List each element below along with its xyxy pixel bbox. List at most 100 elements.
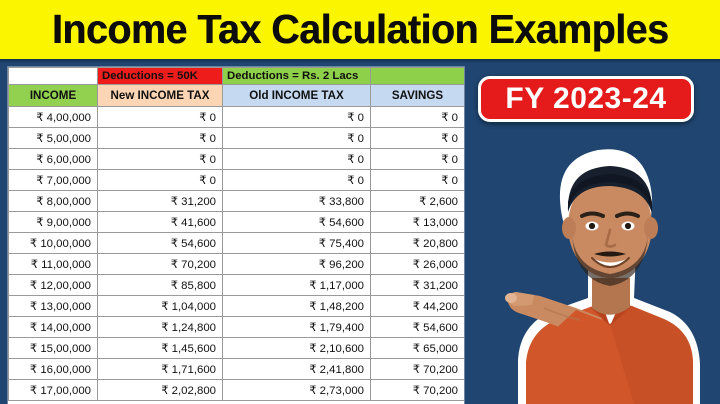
cell-new_tax: ₹ 2,02,800: [97, 379, 223, 401]
page-title: Income Tax Calculation Examples: [51, 6, 669, 52]
banner-shadow: [0, 59, 720, 63]
column-header-income: INCOME: [8, 84, 98, 107]
presenter-mouth: [591, 257, 630, 268]
cell-income: ₹ 13,00,000: [8, 295, 98, 317]
presenter-cutout: [484, 128, 712, 404]
cell-new_tax: ₹ 0: [97, 148, 223, 170]
cell-old_tax: ₹ 2,41,800: [222, 358, 371, 380]
cell-old_tax: ₹ 1,48,200: [222, 295, 371, 317]
cell-income: ₹ 5,00,000: [8, 127, 98, 149]
cell-income: ₹ 16,00,000: [8, 358, 98, 380]
presenter-ear-left: [562, 217, 576, 239]
cell-new_tax: ₹ 1,24,800: [97, 316, 223, 338]
cell-savings: ₹ 2,600: [370, 190, 464, 212]
cell-savings: ₹ 44,200: [370, 295, 464, 317]
cell-savings: ₹ 13,000: [370, 211, 464, 233]
presenter-beard: [572, 236, 648, 286]
cell-old_tax: ₹ 96,200: [222, 253, 371, 275]
presenter-hand-shading: [543, 307, 581, 321]
cell-savings: ₹ 65,000: [370, 337, 464, 359]
table-row: ₹ 11,00,000 ₹ 70,200 ₹ 96,200 ₹ 26,000: [8, 253, 464, 275]
income-tax-table-panel: Deductions = 50K Deductions = Rs. 2 Lacs…: [8, 67, 464, 404]
cell-income: ₹ 8,00,000: [8, 190, 98, 212]
cell-old_tax: ₹ 0: [222, 106, 371, 128]
table-column-header-row: INCOME New INCOME TAX Old INCOME TAX SAV…: [8, 84, 464, 107]
table-row: ₹ 15,00,000 ₹ 1,45,600 ₹ 2,10,600 ₹ 65,000: [8, 337, 464, 359]
cell-old_tax: ₹ 0: [222, 169, 371, 191]
cell-savings: ₹ 54,600: [370, 316, 464, 338]
cell-new_tax: ₹ 0: [97, 127, 223, 149]
presenter-eyebrow-right: [615, 211, 640, 218]
table-row: ₹ 9,00,000 ₹ 41,600 ₹ 54,600 ₹ 13,000: [8, 211, 464, 233]
cell-new_tax: ₹ 31,200: [97, 190, 223, 212]
presenter-illustration: [505, 149, 700, 404]
group-header-new-regime: Deductions = 50K: [97, 67, 223, 85]
cell-new_tax: ₹ 0: [97, 106, 223, 128]
cell-old_tax: ₹ 1,79,400: [222, 316, 371, 338]
cell-old_tax: ₹ 1,17,000: [222, 274, 371, 296]
table-row: ₹ 17,00,000 ₹ 2,02,800 ₹ 2,73,000 ₹ 70,200: [8, 379, 464, 401]
cell-new_tax: ₹ 70,200: [97, 253, 223, 275]
cell-old_tax: ₹ 0: [222, 127, 371, 149]
column-header-savings: SAVINGS: [370, 84, 464, 107]
table-row: ₹ 6,00,000 ₹ 0 ₹ 0 ₹ 0: [8, 148, 464, 170]
cell-income: ₹ 4,00,000: [8, 106, 98, 128]
cell-income: ₹ 11,00,000: [8, 253, 98, 275]
fiscal-year-label: FY 2023-24: [505, 82, 667, 115]
cell-savings: ₹ 70,200: [370, 358, 464, 380]
presenter-neck: [592, 278, 630, 315]
cell-old_tax: ₹ 33,800: [222, 190, 371, 212]
table-row: ₹ 7,00,000 ₹ 0 ₹ 0 ₹ 0: [8, 169, 464, 191]
table-row: ₹ 13,00,000 ₹ 1,04,000 ₹ 1,48,200 ₹ 44,200: [8, 295, 464, 317]
title-banner: Income Tax Calculation Examples: [0, 0, 720, 59]
table-row: ₹ 16,00,000 ₹ 1,71,600 ₹ 2,41,800 ₹ 70,200: [8, 358, 464, 380]
cell-old_tax: ₹ 0: [222, 148, 371, 170]
column-header-new-tax: New INCOME TAX: [97, 84, 223, 107]
cell-old_tax: ₹ 54,600: [222, 211, 371, 233]
presenter-face: [568, 174, 652, 278]
cell-old_tax: ₹ 75,400: [222, 232, 371, 254]
cell-savings: ₹ 0: [370, 106, 464, 128]
column-header-old-tax: Old INCOME TAX: [222, 84, 371, 107]
table-group-header-row: Deductions = 50K Deductions = Rs. 2 Lacs: [8, 67, 464, 85]
cell-income: ₹ 12,00,000: [8, 274, 98, 296]
cell-savings: ₹ 31,200: [370, 274, 464, 296]
presenter-moustache: [594, 251, 626, 257]
cell-savings: ₹ 0: [370, 169, 464, 191]
presenter-shirt-shade: [610, 306, 693, 404]
cell-new_tax: ₹ 1,71,600: [97, 358, 223, 380]
cell-savings: ₹ 0: [370, 148, 464, 170]
table-row: ₹ 5,00,000 ₹ 0 ₹ 0 ₹ 0: [8, 127, 464, 149]
cell-new_tax: ₹ 1,45,600: [97, 337, 223, 359]
cell-income: ₹ 7,00,000: [8, 169, 98, 191]
fiscal-year-badge: FY 2023-24: [478, 76, 694, 122]
cell-new_tax: ₹ 1,04,000: [97, 295, 223, 317]
cell-income: ₹ 10,00,000: [8, 232, 98, 254]
table-body: ₹ 4,00,000 ₹ 0 ₹ 0 ₹ 0 ₹ 5,00,000 ₹ 0 ₹ 0 ₹ 0 ₹ …: [8, 106, 464, 401]
group-header-old-regime: Deductions = Rs. 2 Lacs: [222, 67, 371, 85]
cell-income: ₹ 9,00,000: [8, 211, 98, 233]
presenter-ear-right: [644, 217, 658, 239]
table-row: ₹ 14,00,000 ₹ 1,24,800 ₹ 1,79,400 ₹ 54,600: [8, 316, 464, 338]
cell-income: ₹ 15,00,000: [8, 337, 98, 359]
cell-savings: ₹ 70,200: [370, 379, 464, 401]
cell-savings: ₹ 20,800: [370, 232, 464, 254]
cell-income: ₹ 17,00,000: [8, 379, 98, 401]
presenter-hair: [567, 166, 653, 214]
cell-new_tax: ₹ 41,600: [97, 211, 223, 233]
presenter-hair-top: [568, 174, 652, 214]
group-header-savings-blank: [370, 67, 464, 85]
presenter-pupil-left: [588, 222, 596, 230]
cell-old_tax: ₹ 2,10,600: [222, 337, 371, 359]
presenter-fingertip: [505, 293, 517, 303]
table-row: ₹ 10,00,000 ₹ 54,600 ₹ 75,400 ₹ 20,800: [8, 232, 464, 254]
presenter-nose: [604, 228, 617, 248]
cell-new_tax: ₹ 0: [97, 169, 223, 191]
cell-new_tax: ₹ 85,800: [97, 274, 223, 296]
table-row: ₹ 12,00,000 ₹ 85,800 ₹ 1,17,000 ₹ 31,200: [8, 274, 464, 296]
cell-new_tax: ₹ 54,600: [97, 232, 223, 254]
presenter-sleeve: [550, 310, 602, 337]
cell-income: ₹ 6,00,000: [8, 148, 98, 170]
income-tax-table: Deductions = 50K Deductions = Rs. 2 Lacs…: [8, 67, 464, 401]
presenter-pupil-right: [624, 222, 632, 230]
